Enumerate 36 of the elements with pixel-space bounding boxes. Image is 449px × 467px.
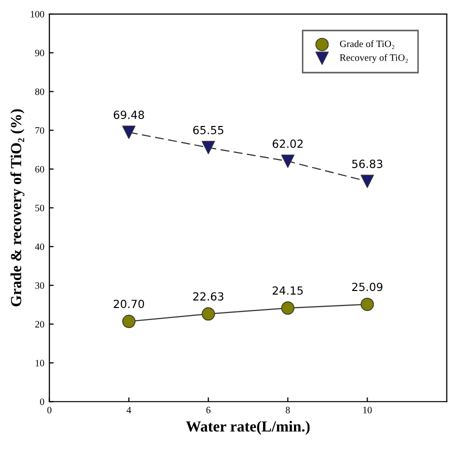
data-label: 20.70 — [114, 300, 144, 308]
x-axis-title: Water rate(L/min.) — [186, 420, 310, 435]
y-tick-label: 40 — [34, 243, 44, 250]
point — [360, 174, 374, 188]
data-label: 65.55 — [193, 126, 224, 134]
x-tick-label: 8 — [286, 406, 290, 414]
point — [281, 154, 294, 168]
y-tick-label: 20 — [35, 321, 44, 328]
y-axis-title: Grade & recovery of TiO₂ (%) — [10, 109, 24, 306]
data-label: 22.63 — [193, 292, 224, 301]
y-tick-label: 70 — [35, 127, 44, 134]
data-label: 69.48 — [114, 110, 144, 120]
point — [122, 314, 136, 328]
y-tick-label: 80 — [35, 88, 44, 95]
y-tick-label: 50 — [35, 204, 44, 212]
x-tick-label: 4 — [126, 406, 132, 414]
x-tick-label: 10 — [363, 406, 372, 414]
data-label: 24.15 — [272, 286, 303, 295]
legend-label: Recovery of TiO₂ — [340, 54, 408, 63]
y-tick-label: 30 — [35, 282, 44, 289]
y-tick-label: 0 — [40, 398, 44, 406]
y-tick-label: 10 — [36, 360, 44, 366]
point — [360, 298, 374, 311]
y-tick-label: 60 — [35, 166, 44, 173]
point — [281, 301, 294, 315]
x-tick-label: 0 — [47, 406, 52, 414]
point — [122, 126, 136, 139]
y-tick-label: 100 — [30, 10, 44, 18]
point — [202, 307, 215, 321]
legend-label: Grade of TiO₂ — [340, 40, 394, 50]
data-label: 25.09 — [352, 282, 382, 292]
data-label: 56.83 — [352, 160, 382, 168]
point — [202, 140, 215, 154]
x-tick-label: 6 — [206, 406, 210, 414]
y-tick-label: 90 — [35, 50, 44, 56]
data-label: 62.02 — [272, 140, 303, 148]
